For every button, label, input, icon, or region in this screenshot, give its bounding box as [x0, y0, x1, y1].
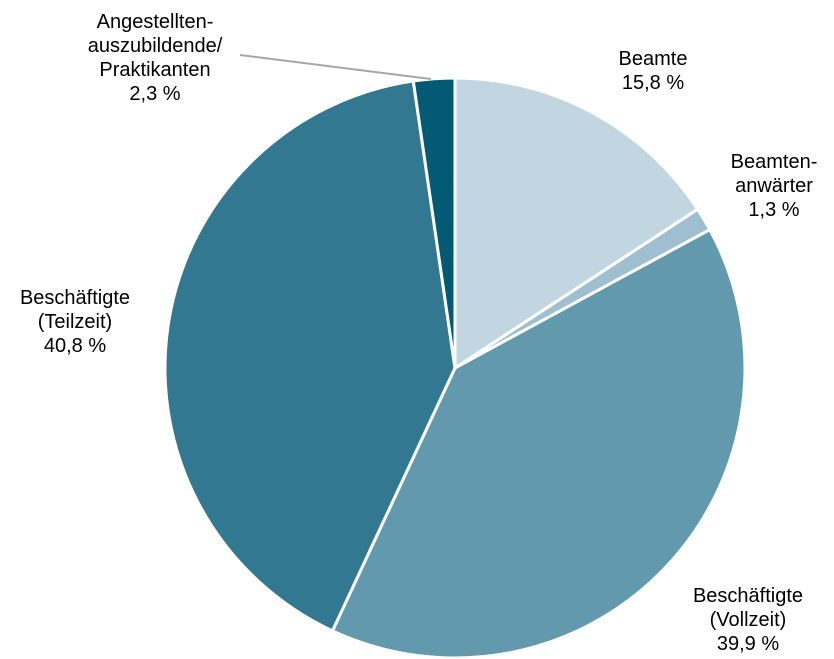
slice-label-line: auszubildende/	[87, 35, 223, 57]
slice-label-beamte: Beamte 15,8 %	[598, 47, 708, 95]
slice-value: 39,9 %	[716, 633, 780, 655]
slice-value: 2,3 %	[129, 83, 181, 105]
pie-slice-0	[453, 76, 700, 370]
slice-label-line: (Vollzeit)	[709, 609, 787, 631]
slice-label-line: Beamte	[618, 48, 688, 70]
slice-label-beschaeftigte-teilzeit: Beschäftigte (Teilzeit) 40,8 %	[0, 286, 150, 358]
pie-slice-2	[330, 228, 747, 659]
slice-value: 15,8 %	[621, 72, 685, 94]
slice-label-line: Praktikanten	[99, 59, 211, 81]
slice-label-angestelltenauszubildende: Angestellten- auszubildende/ Praktikante…	[70, 10, 240, 106]
leader-line-angestelltenauszubildende	[239, 54, 432, 80]
pie-slice-4	[411, 76, 457, 370]
slice-label-line: Beschäftigte	[692, 585, 804, 607]
pie-slice-3	[163, 79, 457, 633]
slice-value: 40,8 %	[43, 335, 107, 357]
slice-label-line: Angestellten-	[96, 11, 214, 33]
slice-label-line: Beamten-	[730, 151, 818, 173]
slice-label-beamtenanwaerter: Beamten- anwärter 1,3 %	[716, 150, 832, 222]
slice-label-line: Beschäftigte	[19, 287, 131, 309]
slice-label-line: anwärter	[735, 175, 813, 197]
slice-label-beschaeftigte-vollzeit: Beschäftigte (Vollzeit) 39,9 %	[678, 584, 818, 656]
slice-value: 1,3 %	[748, 199, 800, 221]
slice-label-line: (Teilzeit)	[37, 311, 113, 333]
